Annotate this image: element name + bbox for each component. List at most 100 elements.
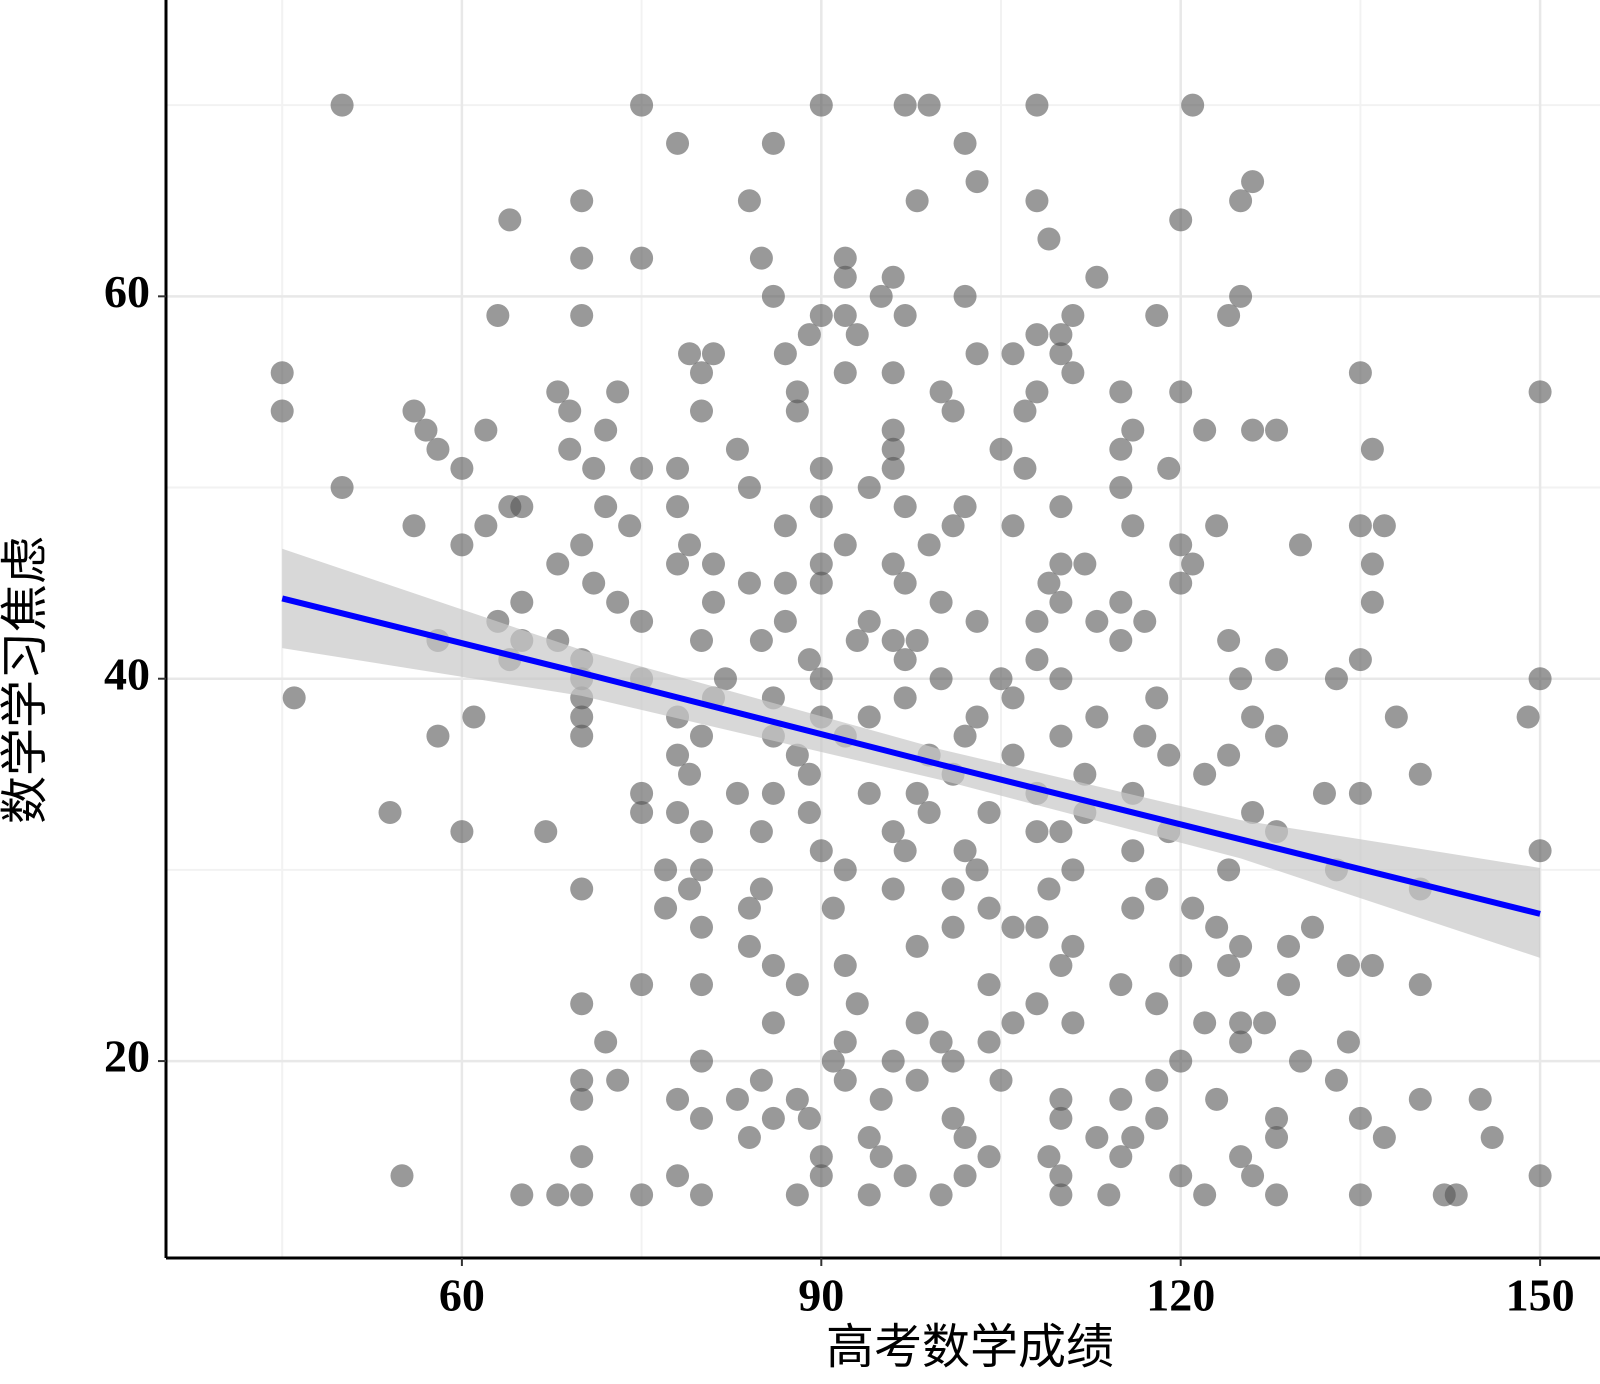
point bbox=[725, 1087, 749, 1111]
point bbox=[270, 399, 294, 423]
point bbox=[462, 705, 486, 729]
point bbox=[1037, 227, 1061, 251]
point bbox=[1372, 514, 1396, 538]
point bbox=[893, 303, 917, 327]
point bbox=[1037, 571, 1061, 595]
point bbox=[678, 533, 702, 557]
point bbox=[941, 877, 965, 901]
point bbox=[1528, 1164, 1552, 1188]
point bbox=[893, 571, 917, 595]
point bbox=[1277, 973, 1301, 997]
point bbox=[1001, 915, 1025, 939]
point bbox=[977, 1030, 1001, 1054]
point bbox=[570, 992, 594, 1016]
point bbox=[1145, 1068, 1169, 1092]
point bbox=[582, 571, 606, 595]
point bbox=[977, 896, 1001, 920]
point bbox=[833, 953, 857, 977]
point bbox=[1145, 686, 1169, 710]
point bbox=[761, 1011, 785, 1035]
point bbox=[1073, 552, 1097, 576]
point bbox=[498, 208, 522, 232]
point bbox=[570, 1183, 594, 1207]
point bbox=[701, 342, 725, 366]
point bbox=[1109, 437, 1133, 461]
point bbox=[1025, 648, 1049, 672]
point bbox=[1265, 1126, 1289, 1150]
point bbox=[917, 801, 941, 825]
fit-line bbox=[281, 595, 1541, 917]
x-tick-label: 60 bbox=[439, 1270, 485, 1321]
point bbox=[893, 686, 917, 710]
point bbox=[330, 476, 354, 500]
point bbox=[785, 399, 809, 423]
point bbox=[1025, 380, 1049, 404]
point bbox=[1061, 303, 1085, 327]
point bbox=[857, 476, 881, 500]
point bbox=[1061, 934, 1085, 958]
point bbox=[570, 1145, 594, 1169]
point bbox=[1025, 992, 1049, 1016]
point bbox=[606, 380, 630, 404]
point bbox=[785, 1183, 809, 1207]
point bbox=[881, 552, 905, 576]
point bbox=[965, 705, 989, 729]
point bbox=[881, 437, 905, 461]
point bbox=[630, 1183, 654, 1207]
point bbox=[1265, 418, 1289, 442]
y-tick-label: 60 bbox=[104, 266, 150, 317]
point bbox=[654, 896, 678, 920]
point bbox=[1217, 743, 1241, 767]
point bbox=[546, 380, 570, 404]
point bbox=[606, 1068, 630, 1092]
point bbox=[1121, 896, 1145, 920]
point bbox=[1181, 896, 1205, 920]
point bbox=[402, 399, 426, 423]
point bbox=[1049, 552, 1073, 576]
point bbox=[1348, 1183, 1372, 1207]
point bbox=[761, 1106, 785, 1130]
point bbox=[965, 342, 989, 366]
point bbox=[797, 323, 821, 347]
point bbox=[905, 189, 929, 213]
point bbox=[690, 973, 714, 997]
point bbox=[1001, 514, 1025, 538]
point bbox=[666, 1164, 690, 1188]
point bbox=[630, 973, 654, 997]
point bbox=[809, 93, 833, 117]
point bbox=[546, 552, 570, 576]
point bbox=[1193, 1011, 1217, 1035]
point bbox=[833, 265, 857, 289]
point bbox=[761, 131, 785, 155]
point bbox=[797, 648, 821, 672]
point bbox=[1121, 1126, 1145, 1150]
point bbox=[1289, 1049, 1313, 1073]
confidence-band bbox=[282, 548, 1541, 958]
point bbox=[282, 686, 306, 710]
point bbox=[773, 342, 797, 366]
point bbox=[989, 667, 1013, 691]
point bbox=[1157, 456, 1181, 480]
point bbox=[1229, 1011, 1253, 1035]
point bbox=[1217, 953, 1241, 977]
point bbox=[1169, 533, 1193, 557]
point bbox=[989, 1068, 1013, 1092]
point bbox=[1253, 1011, 1277, 1035]
point bbox=[845, 992, 869, 1016]
x-axis-title: 高考数学成绩 bbox=[826, 1321, 1114, 1374]
point bbox=[1049, 667, 1073, 691]
point bbox=[1001, 342, 1025, 366]
point bbox=[1265, 1106, 1289, 1130]
point bbox=[1121, 418, 1145, 442]
point bbox=[857, 609, 881, 633]
point bbox=[737, 189, 761, 213]
point bbox=[1384, 705, 1408, 729]
point bbox=[797, 762, 821, 786]
point bbox=[1193, 1183, 1217, 1207]
point bbox=[510, 495, 534, 519]
point bbox=[953, 284, 977, 308]
point bbox=[1001, 686, 1025, 710]
point bbox=[857, 1126, 881, 1150]
point bbox=[570, 189, 594, 213]
